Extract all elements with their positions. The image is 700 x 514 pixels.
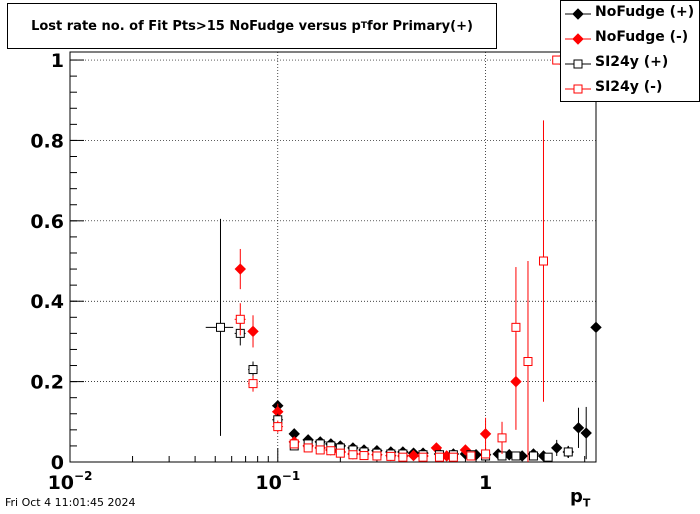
legend-label: SI24y (-) bbox=[595, 79, 663, 95]
data-point bbox=[247, 325, 259, 338]
y-tick-label: 0.6 bbox=[30, 211, 64, 233]
y-tick-label: 0 bbox=[51, 452, 64, 474]
data-point bbox=[448, 452, 458, 462]
plot-frame bbox=[69, 51, 597, 463]
data-point bbox=[497, 433, 507, 443]
y-tick-label: 0.8 bbox=[30, 130, 64, 152]
data-point bbox=[538, 256, 548, 266]
data-point bbox=[511, 322, 521, 332]
legend-label: NoFudge (+) bbox=[595, 4, 695, 20]
y-tick-label: 0.4 bbox=[30, 291, 64, 313]
legend-entry-nofudge-minus: NoFudge (-) bbox=[561, 27, 700, 51]
legend-marker-nofudge-plus bbox=[565, 8, 591, 20]
legend-marker bbox=[572, 33, 584, 45]
data-point bbox=[315, 445, 325, 455]
legend: NoFudge (+) NoFudge (-) SI24y (+) SI24y … bbox=[560, 0, 700, 102]
data-point bbox=[359, 451, 369, 461]
data-point bbox=[326, 446, 336, 456]
data-point bbox=[551, 442, 563, 454]
data-point bbox=[479, 428, 492, 440]
data-point bbox=[572, 422, 585, 434]
x-tick-label: 10−1 bbox=[255, 469, 300, 494]
data-point bbox=[248, 379, 258, 389]
legend-entry-nofudge-plus: NoFudge (+) bbox=[561, 2, 700, 26]
data-point bbox=[234, 263, 246, 275]
chart-title: Lost rate no. of Fit Pts>15 NoFudge vers… bbox=[7, 3, 497, 49]
data-point bbox=[543, 452, 553, 462]
legend-marker-si24y-minus bbox=[565, 84, 591, 94]
data-point bbox=[418, 452, 428, 462]
data-point bbox=[580, 427, 592, 439]
y-tick-label: 1 bbox=[51, 50, 64, 72]
y-tick-label: 0.2 bbox=[30, 372, 64, 394]
data-point bbox=[248, 365, 258, 375]
data-point bbox=[398, 452, 408, 462]
legend-marker-nofudge-minus bbox=[565, 33, 591, 45]
data-point bbox=[386, 451, 396, 461]
series-2 bbox=[205, 218, 573, 462]
data-point bbox=[434, 452, 444, 462]
data-point bbox=[372, 451, 382, 461]
x-tick-label: 10−2 bbox=[48, 469, 93, 494]
data-point bbox=[335, 448, 345, 458]
legend-entry-si24y-plus: SI24y (+) bbox=[561, 52, 700, 76]
legend-label: NoFudge (-) bbox=[595, 29, 689, 45]
x-axis-label-sub: T bbox=[582, 496, 591, 510]
legend-marker bbox=[572, 8, 584, 20]
data-point bbox=[481, 449, 491, 459]
legend-marker-si24y-plus bbox=[565, 59, 591, 69]
series-0 bbox=[272, 263, 602, 462]
chart-title-main: Lost rate no. of Fit Pts>15 NoFudge vers… bbox=[31, 18, 361, 34]
data-point bbox=[590, 321, 602, 334]
data-point bbox=[303, 443, 313, 453]
series-1 bbox=[234, 54, 573, 462]
legend-label: SI24y (+) bbox=[595, 54, 669, 70]
chart-title-suffix: for Primary(+) bbox=[367, 18, 473, 34]
data-point bbox=[273, 422, 283, 432]
data-point bbox=[235, 314, 245, 324]
legend-marker bbox=[573, 84, 583, 94]
legend-entry-si24y-minus: SI24y (-) bbox=[561, 77, 700, 101]
series-3 bbox=[234, 55, 562, 462]
legend-marker bbox=[573, 59, 583, 69]
data-point bbox=[466, 451, 476, 461]
data-point bbox=[528, 451, 538, 461]
data-point bbox=[215, 322, 225, 332]
x-tick-label: 1 bbox=[479, 472, 492, 494]
data-point bbox=[523, 357, 533, 367]
x-axis-label-main: p bbox=[570, 486, 583, 507]
x-axis-label: pT bbox=[570, 486, 590, 510]
chart-title-sub: T bbox=[360, 21, 367, 31]
timestamp: Fri Oct 4 11:01:45 2024 bbox=[5, 496, 136, 509]
data-point bbox=[563, 447, 573, 457]
grid bbox=[69, 52, 596, 463]
data-point bbox=[289, 439, 299, 449]
data-point bbox=[348, 450, 358, 460]
data-point bbox=[407, 449, 420, 462]
data-point bbox=[511, 451, 521, 461]
